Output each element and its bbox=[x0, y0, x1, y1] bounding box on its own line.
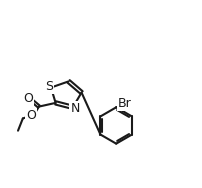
Text: O: O bbox=[26, 109, 36, 122]
Text: S: S bbox=[45, 80, 53, 92]
Text: N: N bbox=[70, 102, 80, 114]
Text: Br: Br bbox=[118, 97, 132, 110]
Text: O: O bbox=[23, 92, 33, 105]
